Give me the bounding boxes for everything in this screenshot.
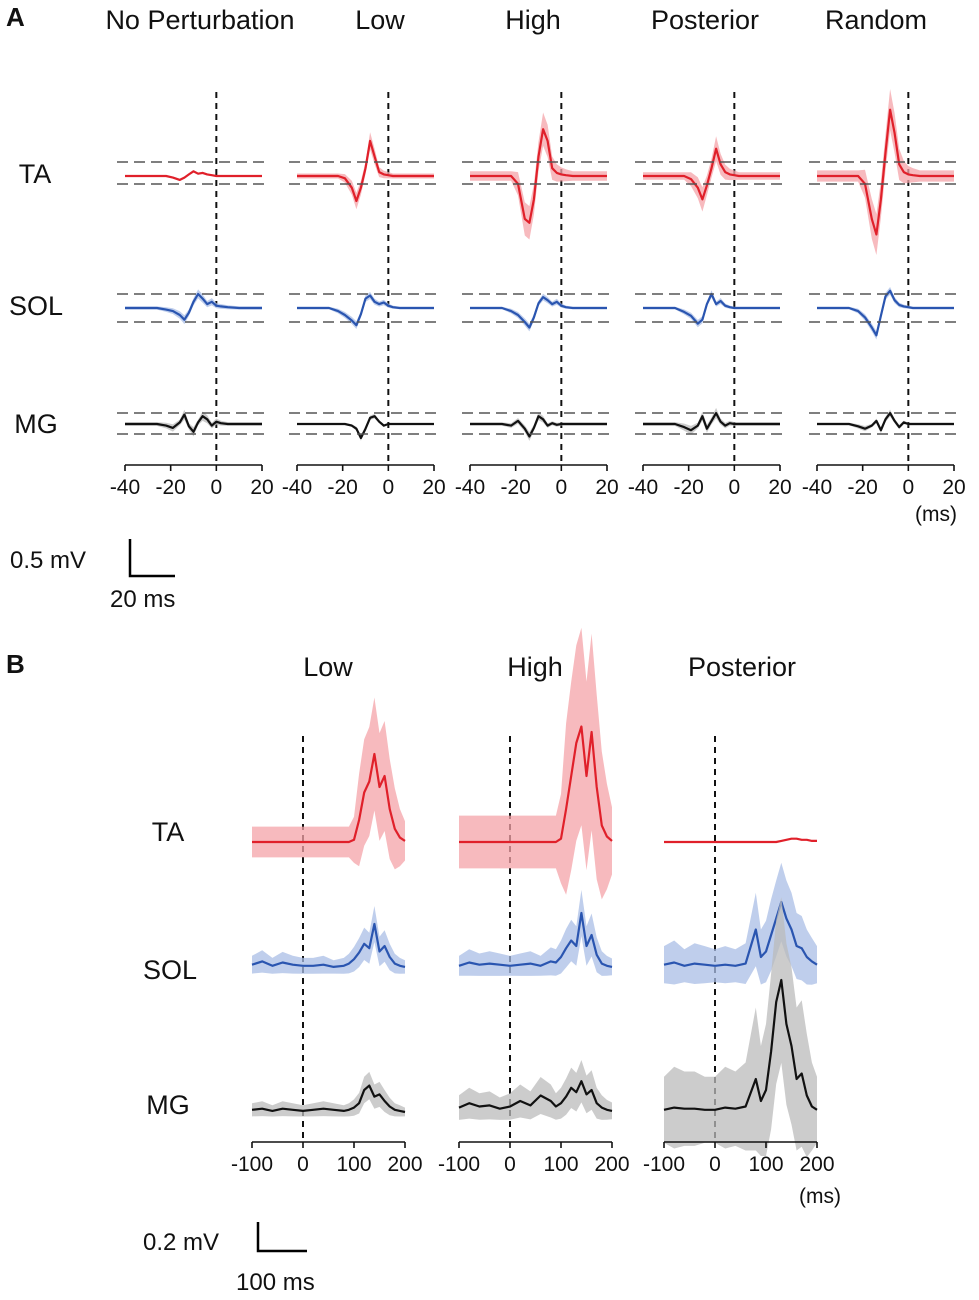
trace-line-sol: [643, 292, 780, 325]
trace-sd-band-mg: [252, 1071, 405, 1117]
panel-b-muscle-label-sol: SOL: [143, 955, 197, 985]
x-axis-tick-label: 20: [250, 476, 273, 499]
x-axis-tick-label: -100: [231, 1153, 273, 1176]
panel-a-condition-title: Random: [825, 5, 927, 35]
x-axis-tick-label: 0: [709, 1153, 721, 1176]
trace-line-sol: [470, 296, 607, 329]
panel-a-letter: A: [6, 2, 25, 32]
x-axis-tick-label: 0: [555, 476, 567, 499]
panel-a-units-label: (ms): [915, 503, 957, 526]
x-axis-tick-label: -40: [802, 476, 832, 499]
panel-a-muscle-label-mg: MG: [14, 409, 58, 439]
trace-line-ta: [297, 139, 434, 203]
trace-line-mg: [663, 978, 818, 1111]
x-axis-tick-label: 0: [297, 1153, 309, 1176]
trace-line-ta: [125, 170, 262, 181]
x-axis-tick-label: 0: [382, 476, 394, 499]
x-axis-tick-label: 100: [543, 1153, 578, 1176]
x-axis-tick-label: -40: [110, 476, 140, 499]
trace-sd-band-mg: [459, 1060, 612, 1120]
x-axis-tick-label: -40: [628, 476, 658, 499]
panel-a-scale-time: 20 ms: [110, 586, 175, 613]
trace-line-sol: [125, 292, 262, 321]
x-axis-tick-label: -20: [500, 476, 530, 499]
trace-line-ta: [664, 837, 817, 844]
panel-b-scale-bar: [256, 1222, 307, 1253]
panel-b-condition-title: Low: [303, 652, 353, 682]
x-axis-tick-label: 100: [748, 1153, 783, 1176]
trace-sd-band-ta: [643, 136, 780, 212]
trace-sd-band-mg: [664, 897, 817, 1158]
panel-a-muscle-label-sol: SOL: [9, 291, 63, 321]
trace-line-sol: [458, 911, 613, 968]
trace-line-ta: [252, 752, 406, 844]
x-axis-tick-label: 200: [594, 1153, 629, 1176]
trace-line-mg: [470, 415, 607, 438]
trace-line-ta: [470, 128, 607, 224]
trace-line-mg: [643, 412, 780, 432]
panel-b-condition-title: Posterior: [688, 652, 796, 682]
trace-sd-band-sol: [470, 293, 607, 332]
trace-line-sol: [297, 294, 434, 327]
x-axis-tick-label: 20: [942, 476, 965, 499]
x-axis-tick-label: -40: [455, 476, 485, 499]
panel-a-condition-title: Low: [355, 5, 405, 35]
panel-b-letter: B: [6, 649, 25, 679]
x-axis-tick-label: 200: [799, 1153, 834, 1176]
trace-sd-band-ta: [817, 89, 954, 255]
trace-sd-band-ta: [459, 627, 612, 900]
panel-a-condition-title: No Perturbation: [105, 5, 294, 35]
panel-b-scale-amplitude: 0.2 mV: [143, 1229, 219, 1256]
panel-b-muscle-label-mg: MG: [146, 1090, 190, 1120]
trace-line-mg: [458, 1080, 613, 1112]
x-axis-tick-label: 0: [728, 476, 740, 499]
trace-line-ta: [817, 108, 954, 236]
x-axis-tick-label: 0: [902, 476, 914, 499]
panel-b-muscle-label-ta: TA: [152, 817, 185, 847]
x-axis-tick-label: -40: [282, 476, 312, 499]
trace-sd-band-sol: [664, 862, 817, 985]
x-axis-tick-label: 20: [768, 476, 791, 499]
trace-line-sol: [663, 900, 818, 967]
x-axis-tick-label: 0: [210, 476, 222, 499]
x-axis-tick-label: 100: [336, 1153, 371, 1176]
trace-line-sol: [817, 289, 954, 337]
trace-line-mg: [297, 415, 434, 440]
x-axis-tick-label: -100: [438, 1153, 480, 1176]
x-axis-tick-label: -20: [847, 476, 877, 499]
panel-a-condition-title: High: [505, 5, 561, 35]
x-axis-tick-label: 200: [387, 1153, 422, 1176]
trace-line-mg: [251, 1084, 406, 1114]
trace-line-mg: [125, 413, 262, 433]
trace-sd-band-sol: [252, 906, 405, 974]
panel-b-scale-time: 100 ms: [236, 1269, 315, 1296]
panel-b-condition-title: High: [507, 652, 563, 682]
plot-area: -40 -20 0 20 -40 -20 0 20 -40 -20 0 20 -40 -20 0 20 -40-…: [110, 89, 966, 1176]
x-axis-tick-label: -100: [643, 1153, 685, 1176]
x-axis-tick-label: 20: [595, 476, 618, 499]
trace-line-ta: [643, 147, 780, 201]
x-axis-tick-label: 0: [504, 1153, 516, 1176]
trace-line-sol: [251, 922, 406, 969]
x-axis-tick-label: -20: [673, 476, 703, 499]
x-axis-tick-label: -20: [155, 476, 185, 499]
panel-a-condition-title: Posterior: [651, 5, 759, 35]
trace-line-ta: [459, 725, 613, 844]
trace-sd-band-sol: [459, 889, 612, 976]
panel-a-scale-amplitude: 0.5 mV: [10, 547, 86, 574]
panel-b-units-label: (ms): [799, 1185, 841, 1208]
panel-a-muscle-label-ta: TA: [19, 159, 52, 189]
trace-sd-band-ta: [252, 697, 405, 870]
trace-line-mg: [817, 412, 954, 432]
panel-a-scale-bar: [128, 539, 175, 578]
x-axis-tick-label: -20: [327, 476, 357, 499]
x-axis-tick-label: 20: [422, 476, 445, 499]
